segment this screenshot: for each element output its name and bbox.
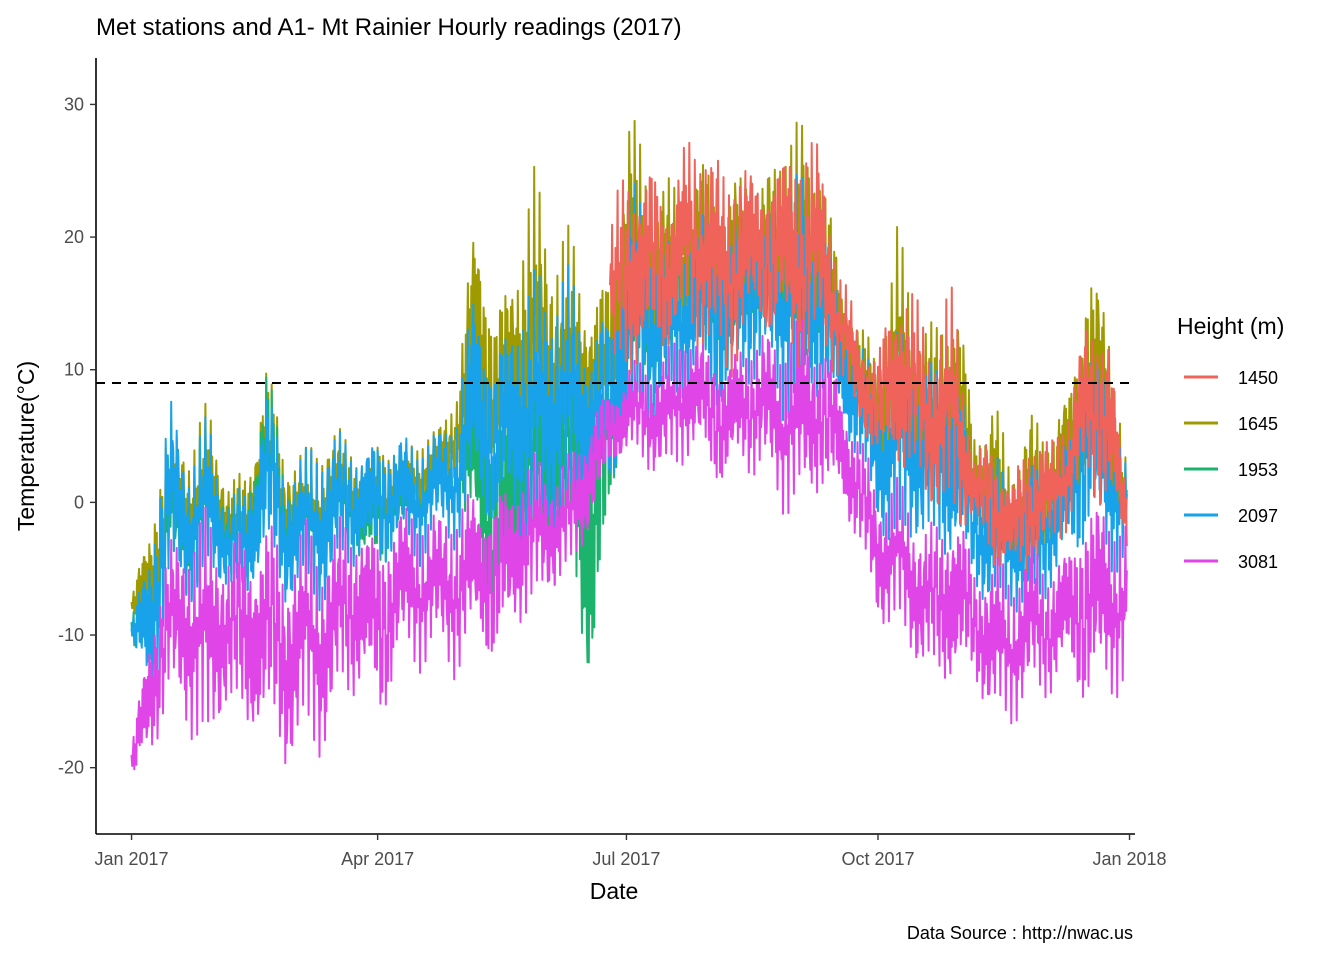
chart-title: Met stations and A1- Mt Rainier Hourly r… [96,14,682,41]
y-tick-label: -10 [58,625,84,645]
legend-label-1953: 1953 [1238,460,1278,480]
legend-label-1645: 1645 [1238,414,1278,434]
y-tick-label: -20 [58,758,84,778]
x-tick-label: Oct 2017 [841,849,914,869]
y-tick-label: 20 [64,227,84,247]
legend-label-1450: 1450 [1238,368,1278,388]
x-tick-label: Jan 2017 [95,849,169,869]
x-tick-label: Jan 2018 [1092,849,1166,869]
y-tick-label: 30 [64,94,84,114]
series-line-1450 [609,141,1128,585]
legend-label-2097: 2097 [1238,506,1278,526]
y-axis-ticks: 30 20 10 0 -10 -20 [58,94,96,778]
legend-items: 1450 1645 1953 2097 3081 [1184,368,1278,572]
y-axis-title: Temperature(°C) [13,361,39,531]
plot-area [96,119,1135,771]
y-tick-label: 0 [74,492,84,512]
series-line-3081 [130,318,1128,771]
legend: Height (m) 1450 1645 1953 2097 3081 [1177,313,1284,572]
legend-title: Height (m) [1177,313,1284,339]
legend-label-3081: 3081 [1238,552,1278,572]
x-axis-title: Date [590,878,639,904]
x-tick-label: Jul 2017 [592,849,660,869]
y-tick-label: 10 [64,360,84,380]
data-source-caption: Data Source : http://nwac.us [907,923,1133,943]
x-tick-label: Apr 2017 [341,849,414,869]
x-axis-ticks: Jan 2017 Apr 2017 Jul 2017 Oct 2017 Jan 2018 [95,834,1167,869]
